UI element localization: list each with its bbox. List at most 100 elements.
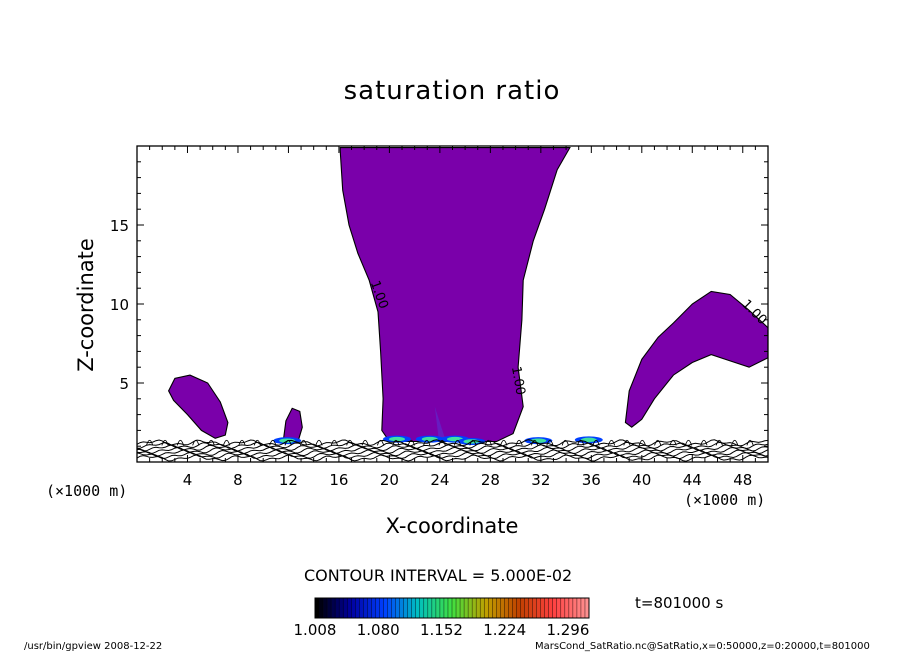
colorbar-band — [415, 598, 421, 618]
surface-bump — [361, 439, 369, 446]
surface-bump — [746, 439, 754, 446]
x-tick-label: 24 — [430, 471, 449, 489]
surface-bump — [654, 439, 662, 446]
colorbar-tick-label: 1.008 — [294, 621, 337, 639]
x-tick-label: 4 — [183, 471, 193, 489]
colorbar-band — [580, 598, 586, 618]
colorbar-band — [423, 598, 429, 618]
surface-bump — [453, 439, 462, 446]
colorbar-band — [383, 598, 388, 618]
time-label: t=801000 s — [635, 594, 724, 612]
y-ticks: 5 10 15 — [110, 161, 768, 447]
x-unit-label-right: (×1000 m) — [684, 491, 766, 509]
surface-bump — [577, 439, 585, 446]
surface-bump — [500, 439, 508, 446]
colorbar-band — [419, 598, 425, 618]
colorbar-band — [480, 598, 485, 618]
surface-bump — [284, 439, 292, 446]
colorbar-band — [500, 598, 505, 618]
surface-bump — [623, 439, 631, 446]
chart-title: saturation ratio — [343, 76, 561, 106]
colorbar-tick-label: 1.224 — [483, 621, 526, 639]
colorbar-band — [379, 598, 384, 618]
colorbar-band — [407, 598, 413, 618]
x-tick-label: 28 — [481, 471, 500, 489]
x-tick-label: 48 — [733, 471, 752, 489]
colorbar-frame — [314, 597, 590, 619]
blob-inner — [421, 436, 438, 442]
colorbar-band — [564, 598, 570, 618]
colorbar-band — [464, 598, 469, 618]
colorbar-band — [508, 598, 513, 618]
colorbar-band — [528, 598, 533, 618]
surface-bump — [715, 439, 723, 446]
colorbar: 1.008 1.080 1.152 1.224 1.296 — [294, 597, 590, 639]
colorbar-band — [431, 598, 437, 618]
surface-bump — [269, 439, 277, 446]
surface-bump — [546, 439, 554, 446]
colorbar-band — [435, 598, 441, 618]
surface-bump — [407, 439, 415, 446]
colorbar-band — [452, 598, 457, 618]
surface-bump — [207, 439, 215, 446]
y-tick-label: 10 — [110, 296, 129, 314]
region-central-plume — [339, 147, 571, 443]
colorbar-band — [375, 598, 380, 618]
surface-bump — [392, 439, 400, 446]
colorbar-band — [439, 598, 445, 618]
colorbar-band — [411, 598, 417, 618]
x-tick-label: 16 — [329, 471, 348, 489]
x-axis-label: X-coordinate — [385, 514, 519, 538]
colorbar-band — [355, 598, 360, 618]
colorbar-band — [532, 598, 537, 618]
surface-bump — [192, 439, 200, 446]
surface-bump — [346, 439, 354, 446]
region-right-cloud — [624, 290, 768, 428]
ground-contour-line — [137, 441, 768, 450]
surface-bump — [238, 439, 246, 446]
colorbar-band — [399, 598, 404, 618]
colorbar-band — [492, 598, 497, 618]
ground-contours — [137, 439, 768, 462]
x-ticks: 4 8 12 16 20 24 28 32 36 40 44 48 — [149, 146, 756, 489]
surface-bump — [731, 439, 739, 446]
y-tick-label: 15 — [110, 217, 129, 235]
footer-right: MarsCond_SatRatio.nc@SatRatio,x=0:50000,… — [535, 641, 870, 652]
colorbar-band — [576, 598, 582, 618]
colorbar-band — [391, 598, 396, 618]
colorbar-band — [319, 598, 324, 618]
surface-bump — [423, 439, 431, 446]
colorbar-band — [351, 598, 356, 618]
colorbar-band — [540, 598, 545, 618]
surface-bump — [223, 439, 231, 446]
ground-contour-line — [137, 439, 768, 447]
x-tick-label: 12 — [279, 471, 298, 489]
surface-bump — [638, 439, 646, 446]
colorbar-band — [476, 598, 481, 618]
colorbar-band — [548, 598, 554, 618]
surface-bump — [176, 439, 184, 446]
surface-bump — [146, 439, 154, 446]
colorbar-band — [427, 598, 433, 618]
colorbar-tick-label: 1.080 — [357, 621, 400, 639]
x-tick-label: 40 — [632, 471, 651, 489]
colorbar-band — [496, 598, 501, 618]
surface-bump — [592, 439, 600, 446]
surface-bump — [330, 439, 338, 446]
colorbar-band — [447, 598, 453, 618]
surface-bump — [484, 439, 492, 446]
colorbar-band — [331, 598, 336, 618]
x-tick-label: 44 — [683, 471, 702, 489]
colorbar-band — [335, 598, 340, 618]
colorbar-band — [315, 598, 320, 618]
surface-bump — [607, 439, 616, 446]
colorbar-band — [584, 598, 590, 618]
region-left-cloud — [167, 374, 229, 439]
x-tick-label: 20 — [380, 471, 399, 489]
colorbar-band — [568, 598, 574, 618]
ground-contour-line — [137, 446, 768, 455]
surface-bump — [315, 439, 323, 446]
colorbar-band — [488, 598, 493, 618]
surface-bump — [700, 439, 708, 446]
surface-bump — [469, 439, 477, 446]
